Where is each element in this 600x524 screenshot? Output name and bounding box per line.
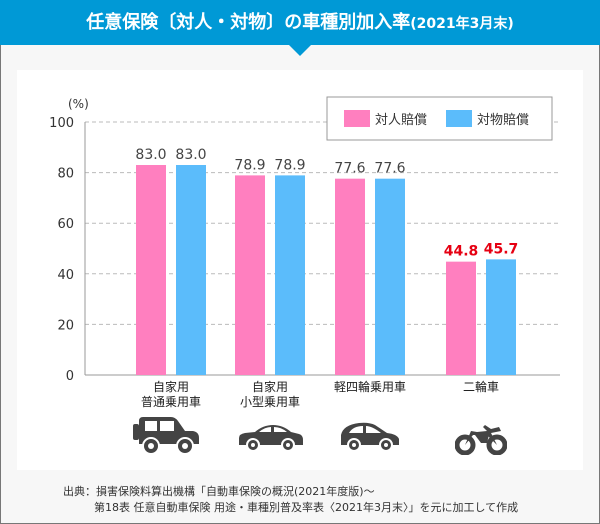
bar-taijin — [335, 178, 365, 375]
data-label: 78.9 — [274, 157, 305, 173]
data-label: 83.0 — [135, 147, 166, 163]
legend-label: 対物賠償 — [477, 113, 529, 128]
y-tick-label: 40 — [57, 268, 74, 283]
bar-taijin — [235, 175, 265, 375]
data-label: 77.6 — [374, 161, 405, 177]
bar-taibutsu — [275, 175, 305, 375]
y-tick-label: 0 — [66, 369, 74, 384]
category-label: 二輪車 — [462, 380, 499, 394]
data-label: 78.9 — [234, 157, 265, 173]
y-tick-label: 20 — [57, 318, 74, 333]
bar-taibutsu — [486, 259, 516, 375]
data-label: 77.6 — [334, 161, 365, 177]
category-label: 軽四輪乗用車 — [333, 380, 406, 394]
category-label: 自家用 小型乗用車 — [239, 380, 300, 409]
y-tick-label: 100 — [49, 116, 74, 131]
title-sub: (2021年3月末) — [410, 16, 514, 32]
bar-taijin — [446, 261, 476, 375]
data-label: 45.7 — [484, 241, 519, 257]
source-line-1: 出典：損害保険料算出機構「自動車保険の概況(2021年度版)～ — [63, 485, 375, 498]
legend-swatch — [446, 110, 472, 127]
y-tick-label: 60 — [57, 217, 74, 232]
data-label: 83.0 — [175, 147, 206, 163]
category-label: 自家用 普通乗用車 — [140, 380, 201, 409]
source-note: 出典：損害保険料算出機構「自動車保険の概況(2021年度版)～ 第18表 任意自… — [63, 484, 518, 516]
legend-label: 対人賠償 — [375, 113, 427, 128]
bar-taibutsu — [375, 178, 405, 375]
source-line-2: 第18表 任意自動車保険 用途・車種別普及率表〈2021年3月末〉」を元に加工し… — [94, 501, 519, 514]
sedan-icon — [239, 425, 303, 452]
compact-car-icon — [341, 422, 399, 452]
motorcycle-icon — [455, 425, 507, 455]
chart-title: 任意保険〔対人・対物〕の車種別加入率(2021年3月末) — [0, 0, 600, 45]
bar-taijin — [136, 165, 166, 375]
bar-taibutsu — [176, 165, 206, 375]
data-label: 44.8 — [444, 244, 479, 260]
title-arrow — [289, 45, 311, 56]
y-tick-label: 80 — [57, 167, 74, 182]
legend-swatch — [344, 110, 370, 127]
suv-icon — [133, 417, 199, 455]
title-main: 任意保険〔対人・対物〕の車種別加入率 — [86, 12, 411, 33]
y-axis-label: (%) — [68, 97, 89, 111]
